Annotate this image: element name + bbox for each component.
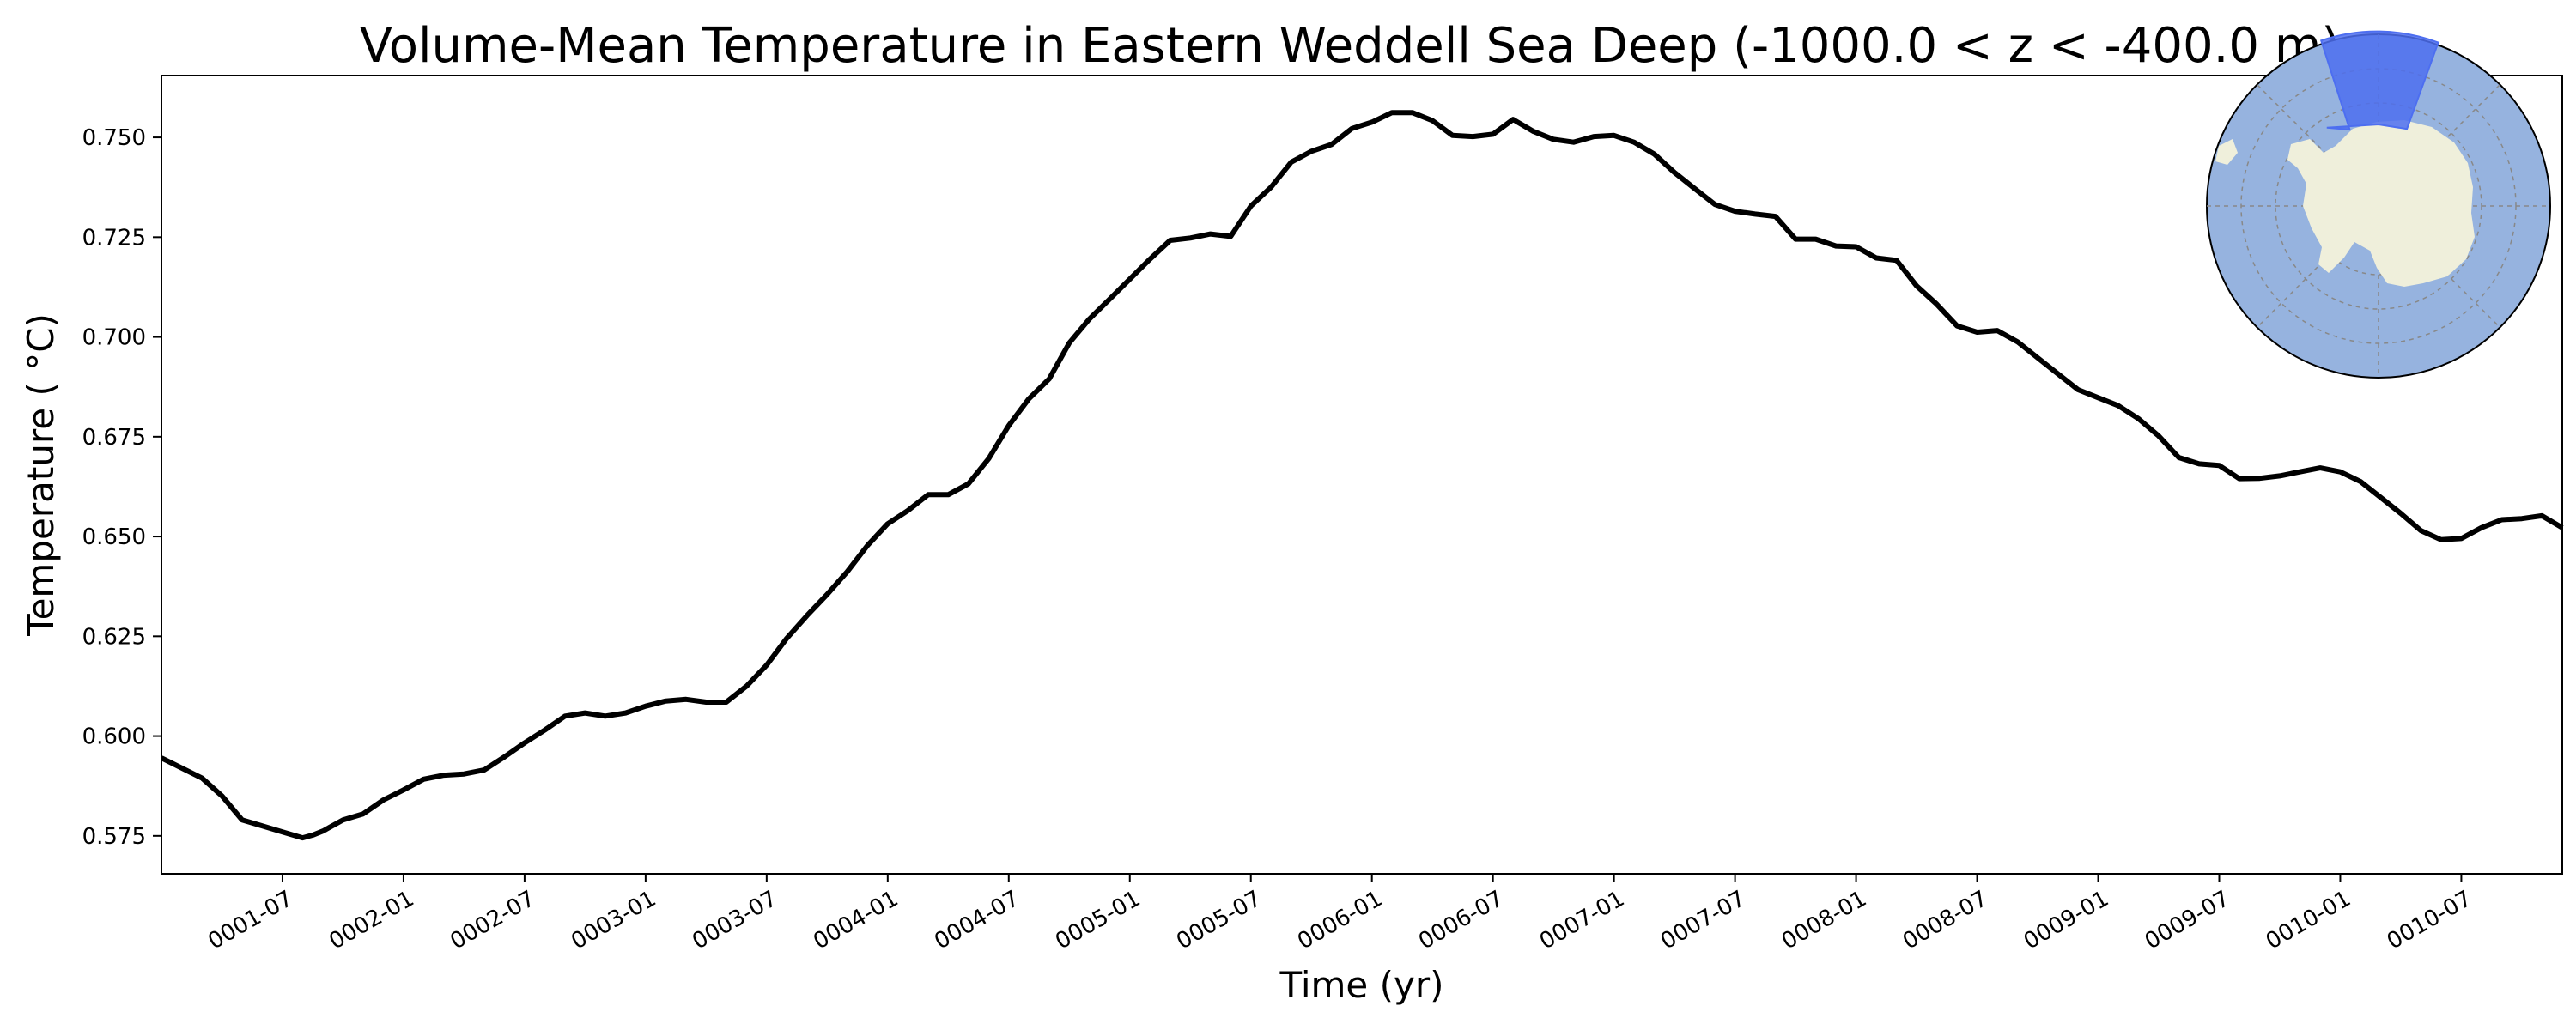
- y-tick-label: 0.575: [82, 824, 146, 850]
- x-tick-label: 0006-07: [1414, 886, 1508, 954]
- y-tick-label: 0.625: [82, 624, 146, 650]
- y-tick-label: 0.600: [82, 724, 146, 750]
- plot-frame: [161, 75, 2563, 875]
- x-tick-label: 0007-07: [1656, 886, 1750, 954]
- x-tick-label: 0006-01: [1293, 886, 1387, 954]
- x-axis-label: Time (yr): [1279, 964, 1443, 1006]
- x-tick-label: 0002-01: [325, 886, 418, 954]
- x-tick-label: 0005-07: [1172, 886, 1266, 954]
- temperature-series-line: [160, 110, 2564, 841]
- x-tick-label: 0010-01: [2262, 886, 2355, 954]
- x-tick-label: 0003-07: [688, 886, 781, 954]
- x-tick-label: 0004-07: [930, 886, 1024, 954]
- y-tick-label: 0.750: [82, 125, 146, 151]
- x-tick-label: 0007-01: [1535, 886, 1629, 954]
- x-tick-label: 0010-07: [2383, 886, 2476, 954]
- x-tick-label: 0003-01: [567, 886, 660, 954]
- x-tick-label: 0001-07: [204, 886, 297, 954]
- x-tick-label: 0008-07: [1899, 886, 1992, 954]
- x-tick-label: 0002-07: [446, 886, 539, 954]
- x-tick-label: 0009-07: [2141, 886, 2234, 954]
- antarctica-landmass: [2287, 120, 2475, 287]
- eastern-weddell-sea-region: [2319, 30, 2439, 131]
- antarctica-inset-map: [2206, 30, 2551, 379]
- x-tick-label: 0008-01: [1777, 886, 1871, 954]
- y-axis-label: Temperature ( °C): [20, 313, 62, 637]
- x-tick-label: 0009-01: [2020, 886, 2113, 954]
- y-tick-label: 0.675: [82, 425, 146, 451]
- chart-title: Volume-Mean Temperature in Eastern Wedde…: [360, 18, 2341, 74]
- y-axis: 0.575 0.600 0.625 0.650 0.675 0.700 0.725 0.750: [82, 125, 161, 850]
- y-tick-label: 0.725: [82, 225, 146, 251]
- y-tick-label: 0.650: [82, 524, 146, 550]
- x-axis: 0001-07 0002-01 0002-07 0003-01 0003-07 0004-…: [204, 874, 2476, 954]
- south-america-tip: [2215, 139, 2238, 165]
- x-tick-label: 0004-01: [809, 886, 902, 954]
- x-tick-label: 0005-01: [1051, 886, 1145, 954]
- y-tick-label: 0.700: [82, 325, 146, 351]
- plot-area: [161, 75, 2563, 875]
